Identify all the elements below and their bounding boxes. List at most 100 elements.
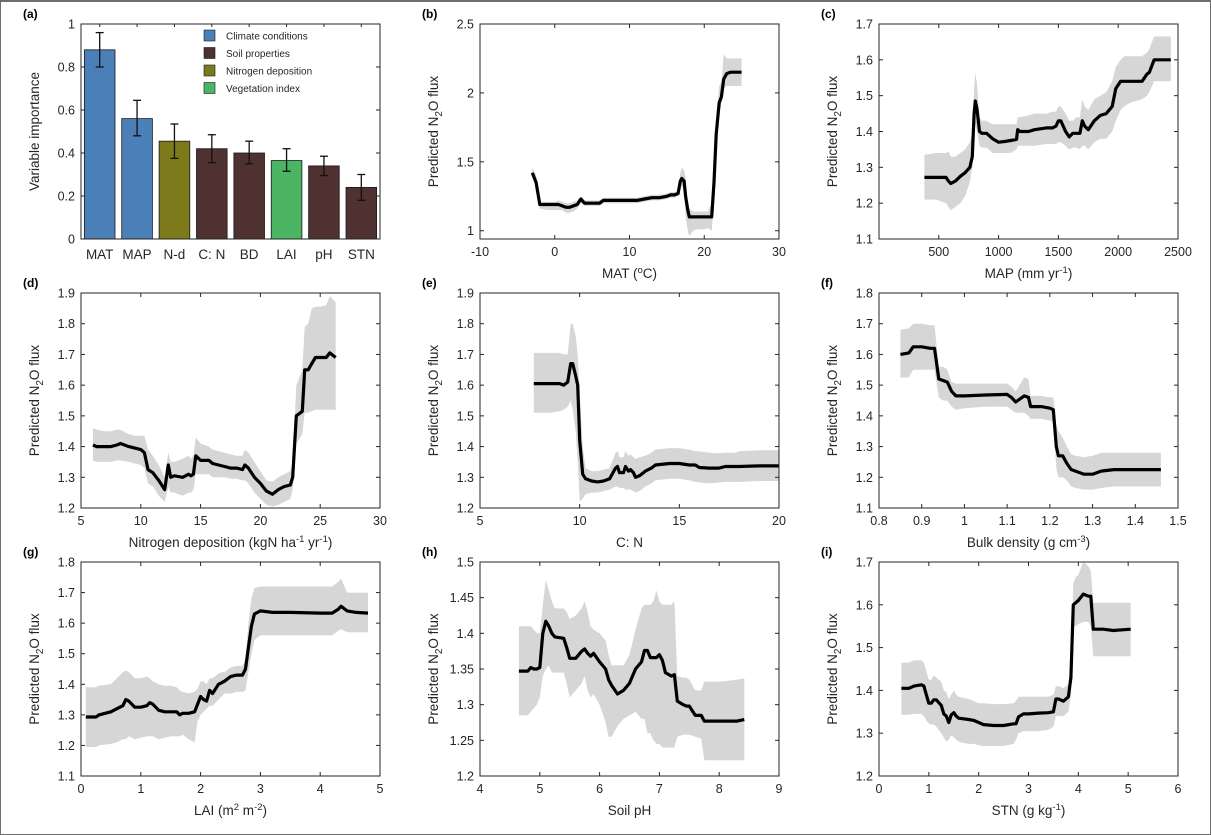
category-label: BD	[240, 247, 259, 262]
y-tick-label: 1.8	[856, 287, 873, 301]
y-tick-label: 1.5	[58, 647, 75, 661]
bar-lai	[270, 160, 303, 240]
y-tick-label: 1.2	[58, 502, 75, 516]
x-tick-label: 3	[1025, 782, 1032, 796]
y-axis-label: Variable importance	[27, 72, 42, 191]
panel-e: 1.2 1.3 1.4 1.5 1.6 1.7 1.8 1.9 5 10 15 20 Predicted…	[422, 276, 786, 550]
y-axis-label: Predicted N2O flux	[825, 76, 844, 188]
panel-label: (d)	[23, 276, 38, 290]
x-tick-label: 2000	[1104, 245, 1132, 259]
y-tick-label: 1.6	[856, 348, 873, 362]
y-axis-label: Predicted N2O flux	[426, 76, 445, 188]
x-axis-label: Soil pH	[608, 803, 652, 818]
panel-label: (e)	[422, 276, 437, 290]
y-tick-label: 1.4	[856, 125, 873, 139]
y-tick-label: 1	[467, 224, 474, 238]
confidence-band	[85, 578, 369, 747]
y-tick-label: 1.6	[58, 379, 75, 393]
y-tick-label: 1.5	[457, 556, 474, 570]
x-axis-label: Nitrogen deposition (kgN ha-1 yr-1)	[129, 534, 333, 550]
axes-frame	[80, 292, 381, 509]
y-tick-label: 1.4	[58, 678, 75, 692]
panel-f: 1.1 1.2 1.3 1.4 1.5 1.6 1.7 1.8 0.8 0.9 1 1.1 1.2 1.3…	[821, 276, 1187, 550]
x-tick-label: 6	[1175, 782, 1182, 796]
panel-label: (a)	[23, 7, 38, 21]
y-tick-label: 1.4	[856, 409, 873, 423]
legend-label: Nitrogen deposition	[226, 67, 312, 78]
y-tick-label: 1.7	[856, 556, 873, 570]
x-tick-label: 1.1	[998, 514, 1015, 528]
x-tick-label: 0.8	[870, 514, 887, 528]
x-tick-label: 2	[197, 782, 204, 796]
confidence-band	[518, 579, 745, 761]
x-tick-label: 0.9	[913, 514, 930, 528]
legend-swatch	[203, 64, 216, 77]
x-tick-label: 4	[477, 782, 484, 796]
mean-line	[900, 345, 1161, 476]
y-tick-label: 1.2	[58, 739, 75, 753]
y-tick-label: 2.5	[457, 18, 474, 32]
legend-swatch	[203, 29, 216, 42]
x-tick-label: 500	[928, 245, 949, 259]
y-tick-label: 1.2	[856, 471, 873, 485]
y-tick-label: 1.5	[856, 89, 873, 103]
category-label: N-d	[164, 247, 186, 262]
x-tick-label: 10	[134, 514, 148, 528]
confidence-band	[924, 36, 1171, 211]
category-label: pH	[315, 247, 332, 262]
x-tick-label: 15	[672, 514, 686, 528]
y-tick-label: 1.5	[58, 409, 75, 423]
panel-d: 1.2 1.3 1.4 1.5 1.6 1.7 1.8 1.9 5 10 15 20 25 30 Predi…	[23, 276, 387, 550]
y-tick-label: 1.5	[856, 641, 873, 655]
y-tick-label: 1.6	[856, 53, 873, 67]
y-tick-label: 1.35	[450, 663, 474, 677]
panel-i: 1.2 1.3 1.4 1.5 1.6 1.7 0 1 2 3 4 5 6 Predicted N2O f…	[821, 545, 1182, 818]
y-tick-label: 1.5	[457, 155, 474, 169]
panel-g: 1.1 1.2 1.3 1.4 1.5 1.6 1.7 1.8 0 1 2 3 4 5 Predicted …	[23, 545, 384, 818]
y-tick-label: 1.5	[457, 409, 474, 423]
x-tick-label: 8	[716, 782, 723, 796]
legend-label: Soil properties	[226, 49, 290, 60]
confidence-band	[901, 562, 1131, 746]
x-tick-label: 2	[975, 782, 982, 796]
x-tick-label: 6	[596, 782, 603, 796]
x-tick-label: 9	[776, 782, 783, 796]
panel-label: (h)	[422, 545, 437, 559]
panel-label: (i)	[821, 545, 832, 559]
y-tick-label: 1.8	[58, 556, 75, 570]
mean-line	[518, 619, 745, 723]
y-tick-label: 1.1	[856, 502, 873, 516]
category-label: STN	[348, 247, 375, 262]
legend-swatch	[203, 82, 216, 94]
y-tick-label: 1.2	[457, 502, 474, 516]
y-tick-label: 1.1	[856, 233, 873, 247]
y-tick-label: 1.2	[457, 770, 474, 784]
y-axis-label: Predicted N2O flux	[27, 345, 46, 457]
confidence-band	[532, 54, 742, 237]
x-tick-label: 25	[313, 514, 327, 528]
mean-line	[85, 604, 369, 719]
mean-line	[901, 592, 1131, 728]
y-tick-label: 0	[68, 233, 75, 247]
x-tick-label: 1.3	[1084, 514, 1101, 528]
panel-label: (f)	[821, 276, 833, 290]
x-tick-label: 5	[377, 782, 384, 796]
bar-map	[121, 118, 153, 240]
x-axis-label: Bulk density (g cm-3)	[967, 534, 1090, 550]
y-axis-label: Predicted N2O flux	[825, 345, 844, 457]
x-tick-label: 5	[536, 782, 543, 796]
y-tick-label: 1.25	[450, 734, 474, 748]
y-tick-label: 0.2	[58, 190, 75, 204]
x-axis-label: MAT (oC)	[602, 265, 657, 281]
x-tick-label: 1	[137, 782, 144, 796]
bar-ph	[308, 165, 340, 240]
y-tick-label: 1.2	[856, 770, 873, 784]
category-label: LAI	[276, 247, 296, 262]
legend-label: Climate conditions	[226, 32, 308, 43]
y-tick-label: 1.9	[58, 287, 75, 301]
y-tick-label: 2	[467, 86, 474, 100]
panel-h: 1.2 1.25 1.3 1.35 1.4 1.45 1.5 4 5 6 7 8 9 Predicted …	[422, 545, 783, 818]
x-tick-label: 7	[656, 782, 663, 796]
y-tick-label: 1.3	[58, 708, 75, 722]
